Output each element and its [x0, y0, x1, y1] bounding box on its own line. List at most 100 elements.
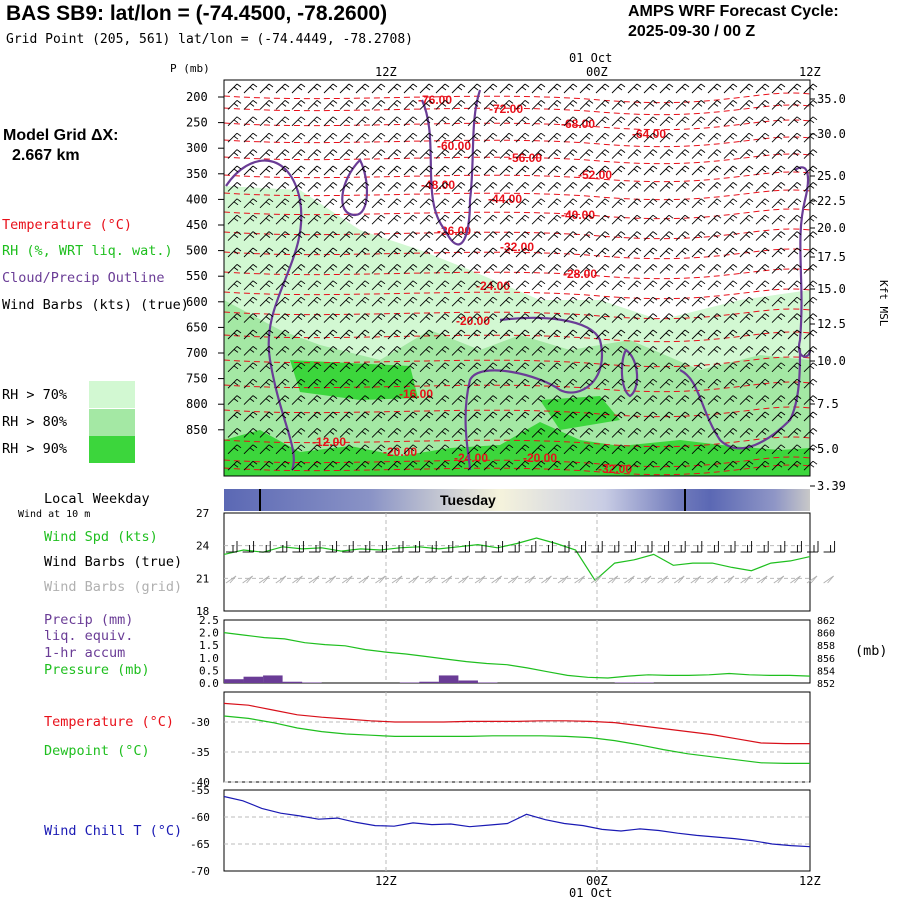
wind-barb: [243, 247, 258, 258]
wind-barb: [403, 116, 418, 127]
wind-barb: [723, 346, 738, 356]
temperature-contour-label: -20.00: [456, 314, 490, 328]
temperature-contour-label: -16.00: [399, 387, 433, 401]
wind-barb-grid: [458, 575, 469, 584]
wind-barb: [515, 264, 530, 274]
height-tick-label: 17.5: [817, 250, 846, 264]
wind-barb: [371, 214, 386, 225]
wind-barb: [739, 362, 754, 373]
wind-barb: [307, 346, 322, 356]
wind-barb: [627, 116, 642, 127]
wind-barb: [707, 296, 722, 307]
wind-barb: [659, 214, 674, 225]
wind-barb: [355, 444, 370, 455]
wind-barb: [691, 329, 706, 340]
wind-barb: [739, 329, 754, 340]
wind-barb: [659, 198, 674, 209]
wind-barb: [307, 165, 322, 176]
wind-barb: [419, 329, 434, 340]
wind-barb: [691, 313, 706, 323]
wind-barb: [499, 411, 514, 422]
wind-barb: [595, 280, 610, 291]
wind-barb: [659, 378, 674, 389]
temperature-contour: [223, 189, 811, 201]
rh80-region: [224, 300, 810, 476]
wind-barb: [483, 280, 498, 291]
wind-barb: [563, 100, 578, 110]
pressure-tick-label: 600: [186, 295, 208, 309]
wind-barb: [435, 280, 450, 291]
wind-barb: [323, 83, 338, 94]
temperature-contour: [223, 456, 811, 468]
wind-barb: [467, 165, 482, 176]
wind-barb: [371, 329, 386, 340]
wind-barb: [787, 182, 802, 192]
wind-barb: [579, 116, 594, 127]
wind-barb: [339, 346, 354, 356]
wind-barb: [435, 444, 450, 455]
rh70-label: RH > 70%: [2, 387, 68, 403]
wind-barb: [355, 329, 370, 340]
wind-barb: [627, 411, 642, 422]
wind-barb: [531, 149, 546, 159]
wind-barb: [803, 247, 818, 258]
temperature-contour: [223, 331, 811, 343]
wind-barb: [723, 296, 738, 307]
temperature-contour-label: -40.00: [561, 208, 595, 222]
wind-barb: [387, 296, 402, 307]
wind-barb: [339, 100, 354, 110]
wind-barb: [579, 165, 594, 176]
wind-barb: [691, 149, 706, 159]
wind-barb: [275, 313, 290, 323]
wind-barb: [803, 198, 818, 209]
wind-chill-line: [223, 795, 811, 848]
wind-barb-true: [823, 541, 836, 553]
wind-barb: [419, 411, 434, 422]
bottom-time-tick-label: 00Z: [586, 874, 608, 888]
wind-barb: [499, 395, 514, 405]
pressure-ytick-label: 852: [817, 679, 835, 690]
wind-barb: [691, 280, 706, 291]
wind-barb: [595, 83, 610, 94]
temperature-contour: [223, 228, 811, 240]
wind-barb: [339, 313, 354, 323]
wind-barb: [451, 214, 466, 225]
wind-barb: [291, 132, 306, 143]
wind-barb: [323, 198, 338, 209]
wind-barb: [531, 313, 546, 323]
wind-barb: [451, 460, 466, 471]
wind-barb: [739, 264, 754, 274]
wind-barb: [643, 280, 658, 291]
wind-barb-grid: [441, 575, 453, 584]
wind-barb: [739, 346, 754, 356]
wind-barb: [275, 329, 290, 340]
wind-barb: [275, 100, 290, 110]
wind-barb: [771, 444, 786, 455]
wind-barb: [739, 460, 754, 471]
wind-barb: [659, 231, 674, 241]
wind-barb: [483, 83, 498, 94]
wind-barb: [675, 329, 690, 340]
wind-barb: [291, 214, 306, 225]
rh70-swatch: [89, 381, 135, 408]
wind-barb: [627, 428, 642, 438]
wind-barb: [707, 116, 722, 127]
temperature-contour: [223, 92, 811, 104]
wind-barb: [707, 182, 722, 192]
wind-barb: [643, 378, 658, 389]
wind-barb: [611, 116, 626, 127]
wind-barb: [323, 264, 338, 274]
wind-barb-true: [275, 541, 288, 553]
wind-barb: [467, 411, 482, 422]
wind-barb: [675, 182, 690, 192]
wind-barb: [371, 132, 386, 143]
wind-barb: [627, 100, 642, 110]
wind-barb: [675, 428, 690, 438]
wind-barb: [243, 313, 258, 323]
wind-barb: [259, 149, 274, 159]
wind-barb: [611, 296, 626, 307]
wind-barb: [451, 132, 466, 143]
wind-barb: [643, 395, 658, 405]
height-tick-label: 12.5: [817, 317, 846, 331]
wind-barb: [227, 264, 242, 274]
